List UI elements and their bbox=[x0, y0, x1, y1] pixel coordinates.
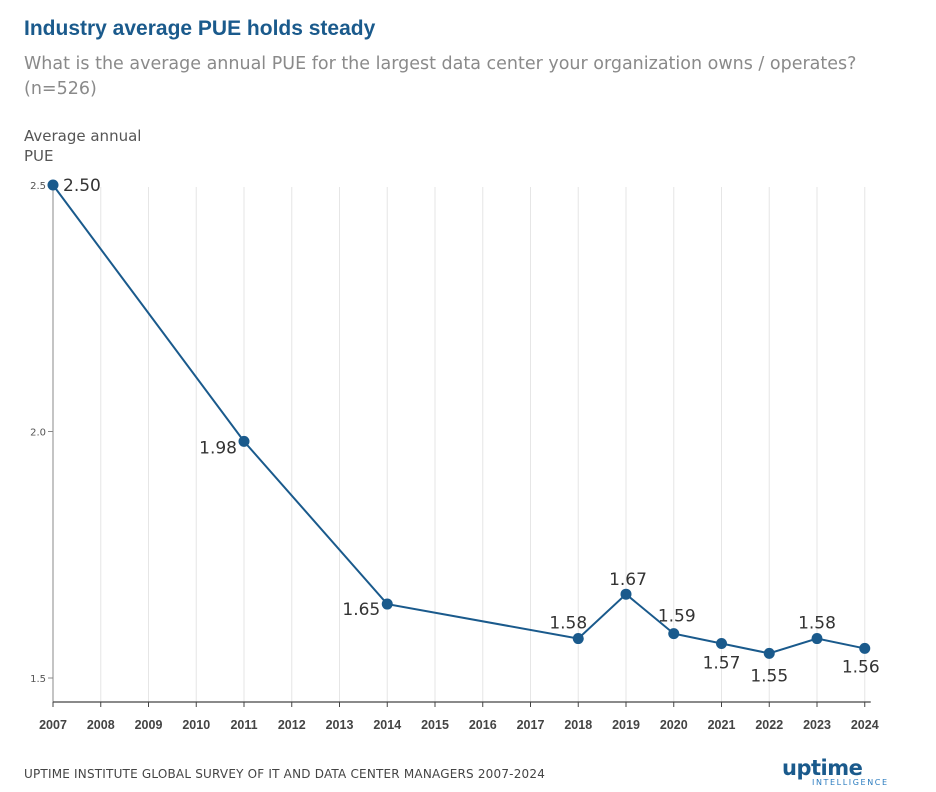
uptime-logo: uptime INTELLIGENCE bbox=[782, 756, 892, 788]
series-line bbox=[52, 184, 865, 655]
grid-lines bbox=[100, 187, 866, 702]
data-point-2007 bbox=[47, 179, 59, 191]
data-label-2022: 1.55 bbox=[750, 666, 788, 686]
x-tick-label-2023: 2023 bbox=[803, 718, 831, 732]
data-label-2007: 2.50 bbox=[63, 176, 101, 196]
logo-subtitle: INTELLIGENCE bbox=[812, 778, 889, 787]
x-tick-label-2024: 2024 bbox=[851, 718, 879, 732]
x-tick-label-2020: 2020 bbox=[660, 718, 688, 732]
x-tick-label-2021: 2021 bbox=[708, 718, 736, 732]
x-tick-label-2022: 2022 bbox=[755, 718, 783, 732]
logo-wordmark: uptime bbox=[782, 756, 863, 780]
data-label-2019: 1.67 bbox=[609, 570, 647, 590]
data-point-2018 bbox=[572, 633, 584, 645]
data-point-2020 bbox=[668, 628, 680, 640]
data-point-2011 bbox=[238, 435, 250, 447]
axes: 1.5 2.0 2.5 2007 2008 2009 2010 2011 2012 2013 201… bbox=[30, 181, 879, 732]
y-tick-label-1.5: 1.5 bbox=[30, 674, 46, 685]
x-tick-label-2016: 2016 bbox=[469, 718, 497, 732]
data-labels: 2.50 1.98 1.65 1.58 1.67 1.59 1.57 1.55 1.58 1.56 bbox=[63, 176, 880, 686]
chart-subtitle: What is the average annual PUE for the l… bbox=[24, 54, 857, 99]
source-footer: UPTIME INSTITUTE GLOBAL SURVEY OF IT AND… bbox=[24, 767, 546, 781]
data-point-2021 bbox=[716, 637, 727, 649]
data-label-2011: 1.98 bbox=[199, 438, 237, 458]
data-label-2014: 1.65 bbox=[342, 600, 380, 620]
data-point-2022 bbox=[763, 647, 775, 659]
x-tick-label-2013: 2013 bbox=[326, 718, 354, 732]
x-tick-label-2011: 2011 bbox=[230, 718, 257, 732]
data-label-2018: 1.58 bbox=[549, 614, 587, 634]
data-point-2024 bbox=[859, 642, 871, 654]
x-tick-label-2014: 2014 bbox=[373, 718, 401, 732]
x-tick-label-2018: 2018 bbox=[564, 718, 592, 732]
x-tick-label-2010: 2010 bbox=[182, 718, 210, 732]
x-tick-label-2008: 2008 bbox=[87, 718, 115, 732]
y-tick-label-2.5: 2.5 bbox=[30, 181, 46, 192]
x-tick-label-2009: 2009 bbox=[135, 718, 163, 732]
data-point-2019 bbox=[620, 588, 632, 600]
data-point-2014 bbox=[381, 598, 393, 610]
x-tick-label-2012: 2012 bbox=[278, 718, 306, 732]
y-tick-label-2.0: 2.0 bbox=[30, 428, 46, 439]
data-label-2021: 1.57 bbox=[703, 653, 741, 673]
data-points bbox=[47, 179, 871, 659]
x-tick-label-2007: 2007 bbox=[39, 718, 67, 732]
x-tick-label-2015: 2015 bbox=[421, 718, 449, 732]
data-label-2024: 1.56 bbox=[842, 657, 880, 677]
series-lines bbox=[52, 184, 865, 655]
y-axis-label: Average annual PUE bbox=[24, 127, 142, 165]
data-label-2023: 1.58 bbox=[798, 614, 836, 634]
x-tick-label-2017: 2017 bbox=[517, 718, 545, 732]
x-tick-label-2019: 2019 bbox=[612, 718, 640, 732]
chart-title: Industry average PUE holds steady bbox=[24, 17, 376, 40]
data-label-2020: 1.59 bbox=[658, 607, 696, 627]
data-point-2023 bbox=[811, 633, 823, 645]
